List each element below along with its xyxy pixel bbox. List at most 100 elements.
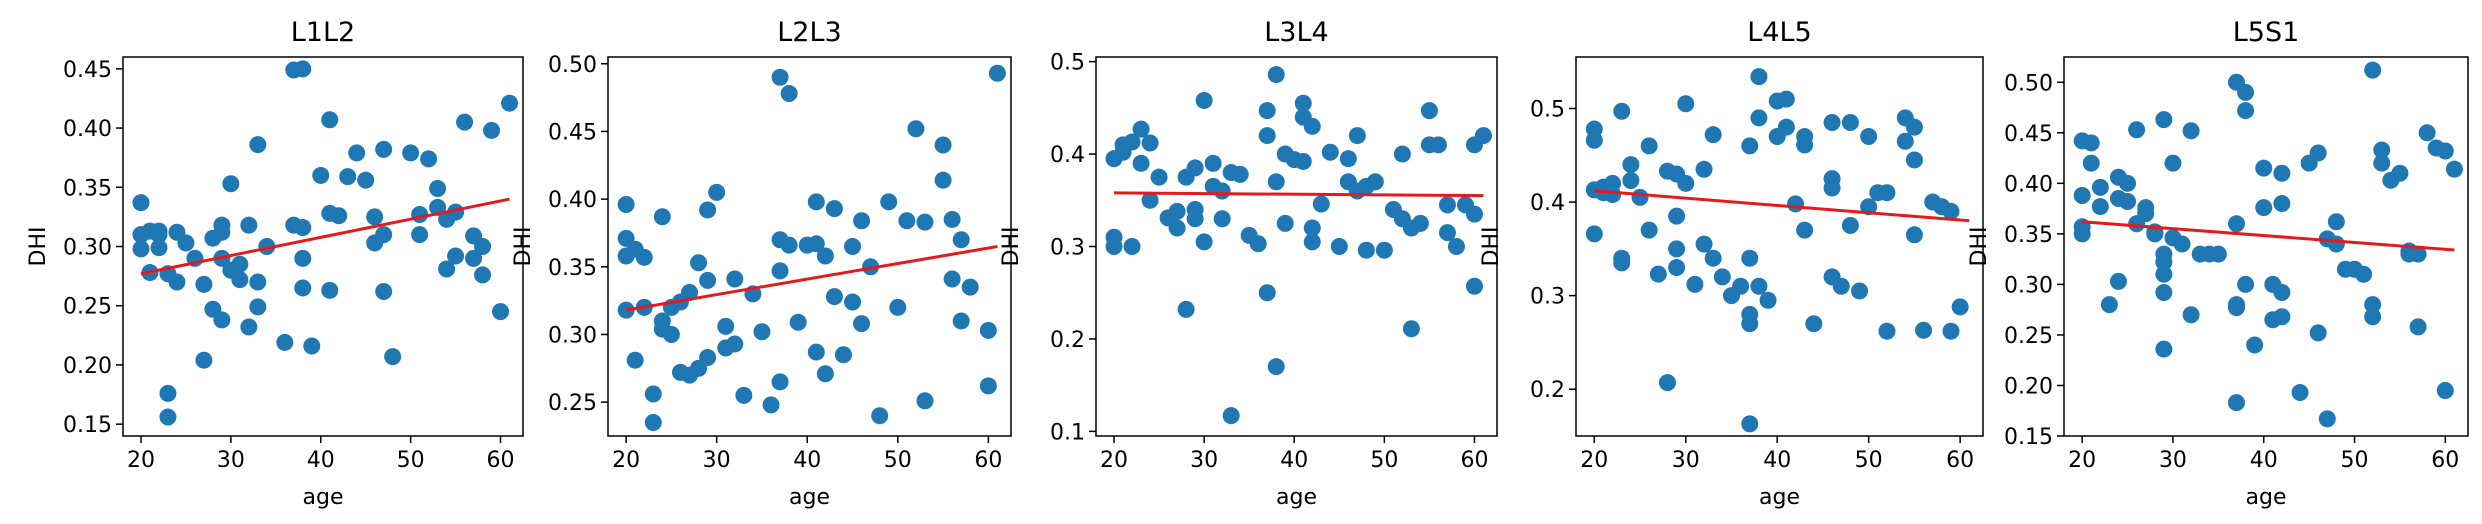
data-point — [2291, 384, 2309, 402]
data-point — [294, 249, 312, 267]
data-point — [294, 60, 312, 78]
data-point — [2436, 142, 2454, 160]
data-point — [474, 238, 492, 255]
data-point — [1686, 275, 1704, 293]
data-point — [2273, 283, 2291, 301]
data-point — [1658, 374, 1676, 392]
data-point — [699, 271, 717, 289]
x-tick-label: 40 — [1280, 448, 1308, 473]
data-point — [132, 194, 150, 212]
y-tick-label: 0.20 — [63, 354, 112, 379]
data-point — [150, 226, 168, 244]
data-point — [1915, 321, 1933, 339]
data-point — [321, 281, 339, 299]
x-axis-label: age — [2246, 485, 2287, 510]
data-point — [438, 260, 456, 278]
data-point — [474, 266, 492, 284]
data-point — [708, 183, 726, 201]
data-point — [771, 262, 789, 280]
data-point — [231, 271, 249, 289]
data-point — [1132, 154, 1150, 172]
data-point — [1267, 66, 1285, 84]
data-point — [1732, 277, 1750, 295]
data-point — [2109, 272, 2127, 290]
data-point — [916, 213, 934, 231]
x-tick-label: 30 — [2159, 448, 2187, 473]
data-point — [1348, 127, 1366, 145]
data-point — [2246, 336, 2264, 354]
data-point — [1195, 91, 1213, 109]
data-point — [1231, 165, 1249, 183]
y-tick-label: 0.35 — [548, 256, 597, 281]
data-point — [2119, 193, 2137, 211]
y-tick-label: 0.4 — [1530, 191, 1565, 216]
data-point — [2418, 124, 2436, 142]
data-point — [1105, 238, 1123, 255]
data-point — [2227, 299, 2245, 317]
data-point — [2073, 186, 2091, 204]
data-point — [2327, 235, 2345, 253]
x-tick-label: 40 — [307, 448, 335, 473]
y-tick-label: 0.2 — [1050, 328, 1085, 353]
y-tick-label: 0.45 — [2004, 122, 2053, 147]
x-tick-label: 30 — [703, 448, 731, 473]
data-point — [2091, 198, 2109, 216]
panel-l4l5: L4L5 age DHI 20 30 40 50 60 0.2 0.3 0.4 0.5 — [1479, 17, 1984, 510]
data-point — [1438, 224, 1456, 242]
data-point — [844, 293, 862, 311]
data-point — [1741, 249, 1759, 267]
data-point — [258, 238, 276, 255]
data-point — [1141, 134, 1159, 152]
x-tick-label: 60 — [2431, 448, 2459, 473]
data-point — [1896, 132, 1914, 150]
data-point — [780, 236, 798, 254]
x-tick-label: 40 — [793, 448, 821, 473]
data-point — [1465, 205, 1483, 223]
y-tick-label: 0.45 — [63, 58, 112, 83]
data-point — [2073, 225, 2091, 243]
data-point — [1841, 114, 1859, 132]
x-tick-label: 50 — [1855, 448, 1883, 473]
data-point — [699, 348, 717, 366]
data-point — [2237, 275, 2255, 293]
data-point — [2164, 154, 2182, 172]
data-point — [2364, 61, 2382, 79]
data-point — [195, 275, 213, 293]
data-point — [807, 193, 825, 211]
data-point — [681, 284, 699, 302]
panel-l3l4: L3L4 age DHI 20 30 40 50 60 0.1 0.2 0.3 0.4 0.5 — [999, 17, 1498, 510]
data-point — [844, 238, 862, 255]
data-point — [1267, 358, 1285, 376]
data-point — [1695, 160, 1713, 178]
data-point — [1465, 277, 1483, 295]
fit-line — [2082, 220, 2455, 252]
y-tick-label: 0.25 — [548, 391, 597, 416]
data-point — [231, 255, 249, 273]
data-point — [321, 111, 339, 129]
data-point — [2227, 215, 2245, 233]
data-point — [1411, 214, 1429, 232]
x-tick-label: 60 — [1946, 448, 1974, 473]
data-point — [1420, 102, 1438, 120]
data-point — [1213, 182, 1231, 200]
data-point — [907, 120, 925, 138]
data-point — [465, 249, 483, 267]
data-point — [447, 247, 465, 265]
data-point — [1357, 241, 1375, 259]
data-point — [1741, 415, 1759, 433]
x-axis-label: age — [1759, 485, 1800, 510]
data-point — [366, 208, 384, 226]
data-point — [853, 315, 871, 333]
data-point — [1695, 235, 1713, 253]
chart-title: L5S1 — [2233, 17, 2300, 48]
y-tick-label: 0.5 — [1050, 51, 1085, 76]
data-point — [2119, 174, 2137, 192]
data-point — [1447, 238, 1465, 255]
data-point — [1474, 127, 1492, 145]
data-point — [1796, 136, 1814, 154]
data-point — [1402, 320, 1420, 338]
data-point — [420, 150, 438, 168]
fit-line — [140, 197, 510, 276]
y-tick-label: 0.45 — [548, 120, 597, 145]
